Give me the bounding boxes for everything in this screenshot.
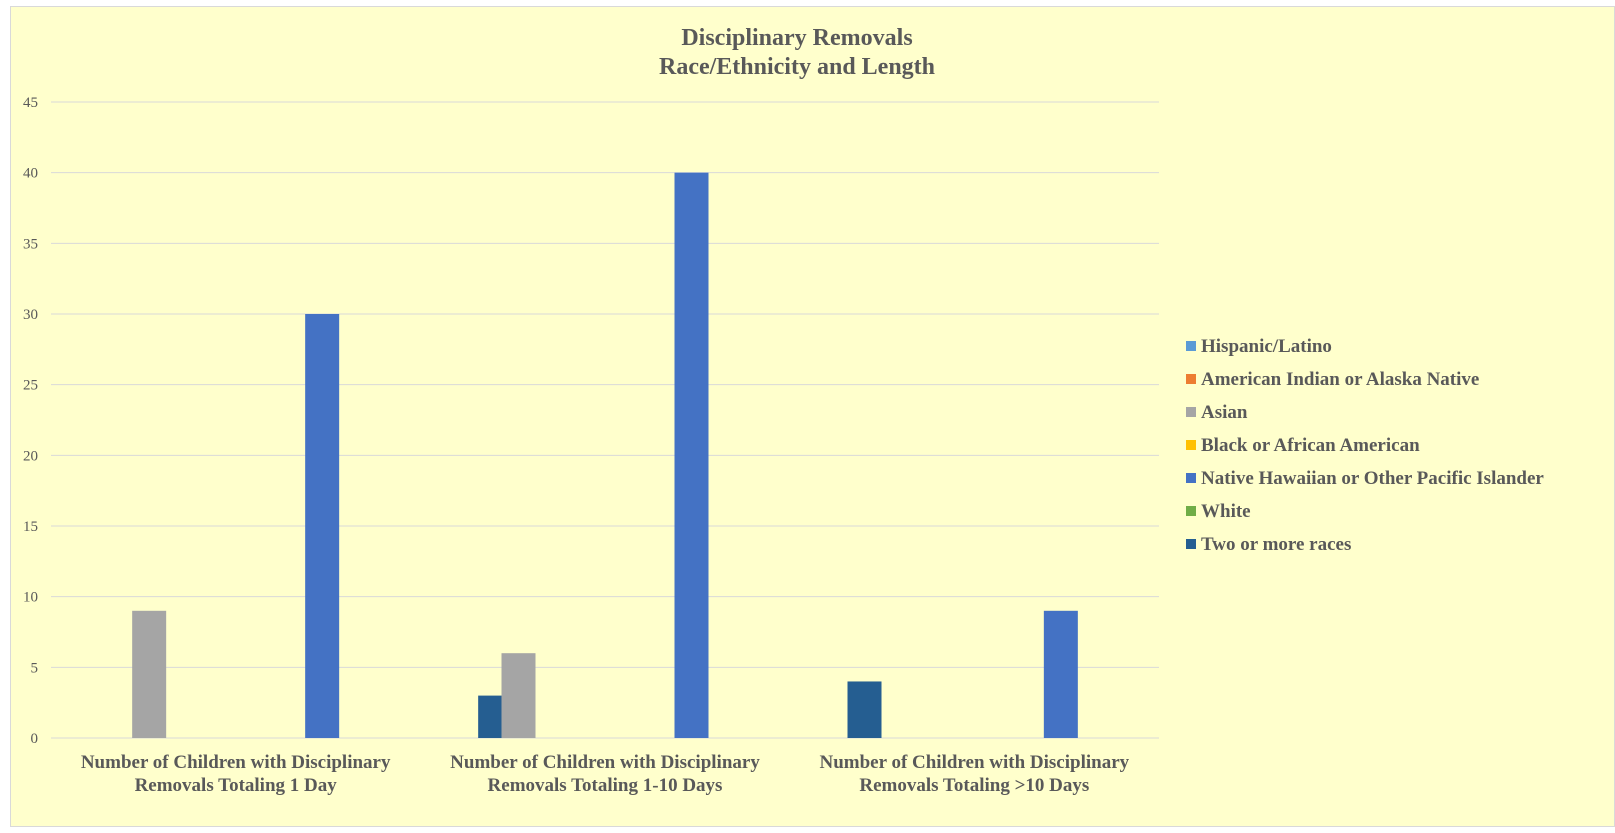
chart-title-line-2: Race/Ethnicity and Length <box>659 54 935 80</box>
bar-chart: Disciplinary Removals Race/Ethnicity and… <box>23 25 1544 796</box>
bar-native-hawaiian-or-other-pacific-islander <box>674 172 709 738</box>
chart-container: Disciplinary Removals Race/Ethnicity and… <box>10 6 1615 827</box>
y-tick-label: 10 <box>23 590 38 606</box>
legend-swatch <box>1186 539 1196 549</box>
legend: Hispanic/Latino American Indian or Alaska… <box>1186 336 1544 555</box>
y-tick-label: 40 <box>23 166 38 182</box>
bars <box>132 172 1078 738</box>
bar-native-hawaiian-or-other-pacific-islander <box>305 314 340 738</box>
chart-title-line-1: Disciplinary Removals <box>681 25 912 51</box>
y-tick-label: 15 <box>23 519 38 535</box>
y-tick-label: 30 <box>23 307 38 323</box>
y-axis-tick-labels: 0 5 10 15 20 25 30 35 40 45 <box>23 95 38 747</box>
legend-swatch <box>1186 374 1196 384</box>
bar-asian <box>501 653 536 738</box>
legend-swatch <box>1186 506 1196 516</box>
x-category-label: Number of Children with Disciplinary Remo… <box>819 752 1129 796</box>
y-tick-label: 20 <box>23 448 38 464</box>
legend-label: Hispanic/Latino <box>1201 336 1332 357</box>
legend-label: American Indian or Alaska Native <box>1201 369 1479 390</box>
legend-swatch <box>1186 440 1196 450</box>
y-tick-label: 35 <box>23 236 38 252</box>
legend-label: Black or African American <box>1201 435 1420 456</box>
x-category-label: Number of Children with Disciplinary Remo… <box>81 752 391 796</box>
legend-swatch <box>1186 473 1196 483</box>
y-tick-label: 5 <box>31 660 39 676</box>
legend-label: Two or more races <box>1201 534 1351 555</box>
legend-label: White <box>1201 501 1251 522</box>
chart-title: Disciplinary Removals Race/Ethnicity and… <box>659 25 935 80</box>
y-tick-label: 25 <box>23 378 38 394</box>
gridlines <box>51 101 1159 739</box>
legend-swatch <box>1186 407 1196 417</box>
bar-two-or-more-races <box>847 681 882 738</box>
legend-label: Asian <box>1201 402 1248 423</box>
bar-asian <box>132 610 167 738</box>
y-tick-label: 45 <box>23 95 38 111</box>
x-axis-category-labels: Number of Children with Disciplinary Remo… <box>81 752 1130 796</box>
x-category-label: Number of Children with Disciplinary Remo… <box>450 752 760 796</box>
y-tick-label: 0 <box>31 731 39 747</box>
legend-swatch <box>1186 341 1196 351</box>
bar-native-hawaiian-or-other-pacific-islander <box>1043 610 1078 738</box>
legend-label: Native Hawaiian or Other Pacific Islande… <box>1201 468 1544 489</box>
